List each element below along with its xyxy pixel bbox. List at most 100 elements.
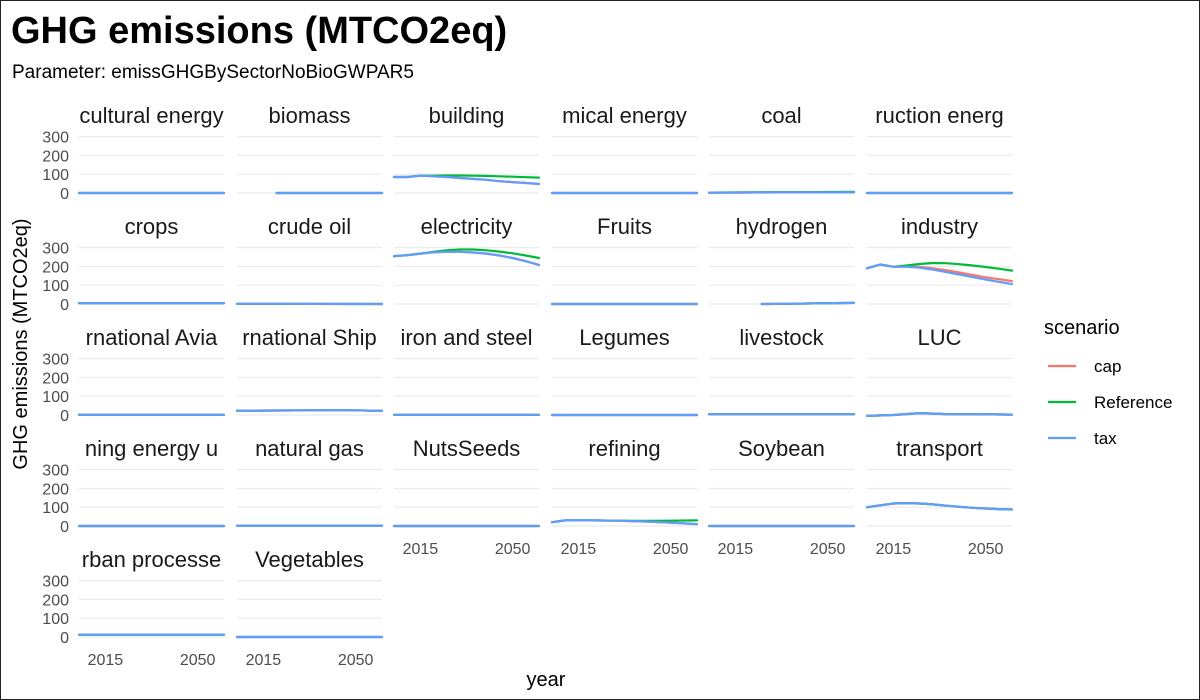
panel-vegetables: Vegetables 2015 2050 xyxy=(235,547,384,669)
facet-label: NutsSeeds xyxy=(413,436,521,461)
panel-soybean: Soybean 2015 2050 xyxy=(707,436,856,558)
x-tick-label: 2015 xyxy=(718,541,754,558)
facet-label: industry xyxy=(901,214,978,239)
facet-label: cultural energy xyxy=(79,103,223,128)
y-tick-label: 0 xyxy=(60,519,69,536)
panel-electricity: electricity xyxy=(392,214,541,305)
facet-label: natural gas xyxy=(255,436,364,461)
y-tick-label: 300 xyxy=(42,463,69,480)
facet-label: rnational Ship xyxy=(242,325,377,350)
y-tick-label: 300 xyxy=(42,241,69,258)
series-line-tax xyxy=(865,263,1014,286)
x-tick-label: 2015 xyxy=(876,541,912,558)
y-tick-label: 0 xyxy=(60,630,69,647)
series-line-tax xyxy=(392,174,541,186)
facet-label: biomass xyxy=(269,103,351,128)
x-tick-label: 2050 xyxy=(338,652,374,669)
y-tick-label: 0 xyxy=(60,186,69,203)
x-tick-label: 2015 xyxy=(88,652,124,669)
facet-label: rnational Avia xyxy=(86,325,218,350)
x-tick-label: 2015 xyxy=(561,541,597,558)
panel-crude-oil: crude oil xyxy=(235,214,384,306)
y-tick-label: 200 xyxy=(42,370,69,387)
legend: scenario cap Reference tax xyxy=(1044,317,1172,448)
panel-rnational-ship: rnational Ship xyxy=(235,325,384,416)
facet-label: Fruits xyxy=(597,214,652,239)
y-tick-label: 200 xyxy=(42,481,69,498)
x-axis-title: year xyxy=(527,669,566,691)
series-line-tax xyxy=(392,250,541,266)
chart-title: GHG emissions (MTCO2eq) xyxy=(11,10,507,52)
y-tick-label: 300 xyxy=(42,130,69,147)
legend-item-reference: Reference xyxy=(1048,393,1172,412)
legend-label: Reference xyxy=(1094,393,1172,412)
y-tick-label: 100 xyxy=(42,500,69,517)
facet-label: iron and steel xyxy=(400,325,532,350)
x-tick-label: 2050 xyxy=(810,541,846,558)
panel-building: building xyxy=(392,103,541,194)
x-tick-label: 2050 xyxy=(968,541,1004,558)
x-tick-label: 2015 xyxy=(246,652,282,669)
facet-label: crops xyxy=(125,214,179,239)
y-tick-label: 100 xyxy=(42,611,69,628)
panel-coal: coal xyxy=(707,103,856,194)
facet-label: coal xyxy=(761,103,801,128)
panel-livestock: livestock xyxy=(707,325,856,416)
facet-label: refining xyxy=(588,436,660,461)
facet-label: transport xyxy=(896,436,983,461)
series-line-tax xyxy=(235,409,384,412)
facet-label: livestock xyxy=(739,325,824,350)
facet-label: ruction energ xyxy=(875,103,1003,128)
panel-biomass: biomass xyxy=(237,103,384,195)
legend-label: tax xyxy=(1094,429,1117,448)
panel-fruits: Fruits xyxy=(550,214,699,306)
legend-item-cap: cap xyxy=(1048,357,1121,376)
y-tick-label: 200 xyxy=(42,259,69,276)
panel-luc: LUC xyxy=(865,325,1014,417)
y-tick-label: 0 xyxy=(60,408,69,425)
y-tick-label: 100 xyxy=(42,167,69,184)
panel-nutsseeds: NutsSeeds 2015 2050 xyxy=(392,436,541,558)
legend-title: scenario xyxy=(1044,317,1120,339)
facet-label: electricity xyxy=(421,214,513,239)
x-tick-label: 2050 xyxy=(180,652,216,669)
y-tick-label: 100 xyxy=(42,278,69,295)
facet-label: mical energy xyxy=(562,103,687,128)
series-line-tax xyxy=(760,301,856,306)
y-tick-label: 200 xyxy=(42,592,69,609)
chart-subtitle: Parameter: emissGHGBySectorNoBioGWPAR5 xyxy=(12,62,414,83)
y-tick-label: 0 xyxy=(60,297,69,314)
facet-label: rban processe xyxy=(82,547,221,572)
series-line-tax xyxy=(865,502,1014,511)
panel-ruction-energ: ruction energ xyxy=(865,103,1014,195)
facet-label: hydrogen xyxy=(736,214,828,239)
x-tick-label: 2050 xyxy=(653,541,689,558)
y-tick-label: 200 xyxy=(42,148,69,165)
panel-transport: transport 2015 2050 xyxy=(865,436,1014,558)
y-tick-label: 300 xyxy=(42,574,69,591)
facet-label: LUC xyxy=(917,325,961,350)
series-line-tax xyxy=(550,519,699,526)
x-tick-label: 2015 xyxy=(403,541,439,558)
facet-label: ning energy u xyxy=(85,436,218,461)
panel-mical-energy: mical energy xyxy=(550,103,699,195)
panel-refining: refining 2015 2050 xyxy=(550,436,699,558)
y-tick-label: 100 xyxy=(42,389,69,406)
facet-label: crude oil xyxy=(268,214,351,239)
y-tick-label: 300 xyxy=(42,352,69,369)
panel-industry: industry xyxy=(865,214,1014,305)
panel-natural-gas: natural gas xyxy=(235,436,384,527)
legend-label: cap xyxy=(1094,357,1121,376)
panel-hydrogen: hydrogen xyxy=(709,214,856,306)
panel-iron-and-steel: iron and steel xyxy=(392,325,541,416)
facet-label: Legumes xyxy=(579,325,670,350)
x-tick-label: 2050 xyxy=(495,541,531,558)
